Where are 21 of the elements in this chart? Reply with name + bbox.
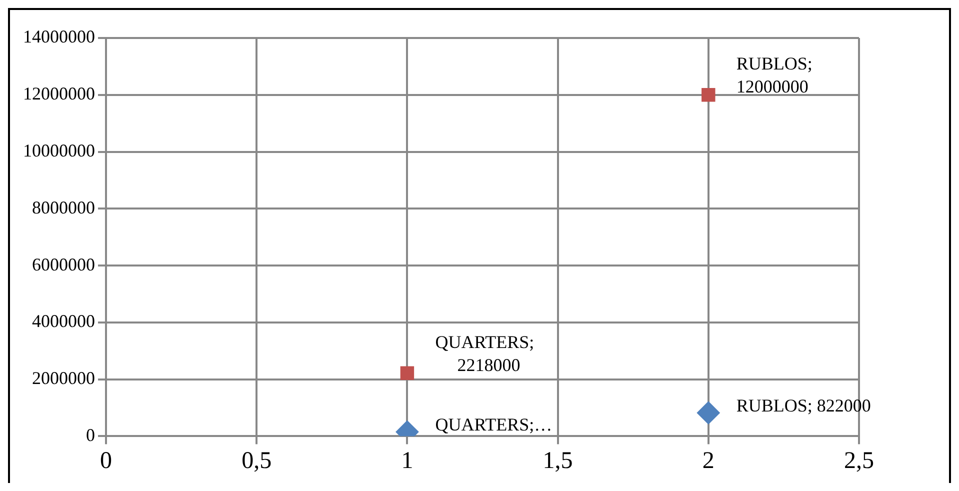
y-tick-label: 4000000 <box>32 311 95 332</box>
data-label: RUBLOS; 822000 <box>736 396 871 416</box>
y-tick-label: 14000000 <box>23 26 95 47</box>
x-tick-label: 2,5 <box>844 448 874 474</box>
data-label: QUARTERS;… <box>435 414 552 435</box>
data-label: QUARTERS; 2218000 <box>435 332 534 375</box>
x-tick-label: 2 <box>702 448 714 474</box>
x-tick-label: 1 <box>401 448 414 474</box>
data-label: RUBLOS; 12000000 <box>736 54 812 97</box>
y-tick-label: 0 <box>86 424 95 445</box>
point <box>702 88 716 102</box>
y-tick-label: 2000000 <box>32 368 95 388</box>
y-tick-label: 10000000 <box>23 140 95 161</box>
y-tick-label: 6000000 <box>32 254 95 274</box>
x-tick-label: 1,5 <box>542 448 573 474</box>
x-tick-label: 0,5 <box>242 448 272 474</box>
x-tick-label: 0 <box>100 448 112 474</box>
point <box>400 366 414 380</box>
y-tick-label: 12000000 <box>23 84 95 104</box>
point <box>696 401 720 424</box>
y-tick-label: 8000000 <box>32 197 95 218</box>
